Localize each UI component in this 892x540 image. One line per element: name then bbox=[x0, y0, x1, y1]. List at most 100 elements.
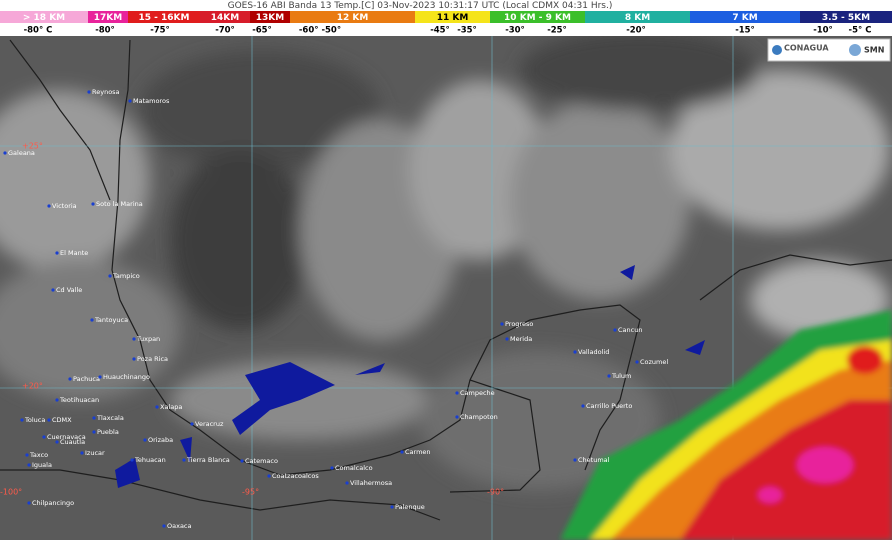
city-label: Cuernavaca bbox=[47, 433, 86, 441]
city-dot bbox=[87, 90, 91, 94]
city-label: Iguala bbox=[32, 461, 52, 469]
grid-label: -95° bbox=[242, 488, 259, 497]
city-dot bbox=[155, 405, 159, 409]
city-dot bbox=[607, 374, 611, 378]
temperature-label: -80° bbox=[95, 26, 115, 36]
legend-label: 11 KM bbox=[437, 13, 469, 23]
storm-system bbox=[560, 310, 892, 540]
city-label: Cozumel bbox=[640, 358, 668, 366]
color-legend: > 18 KM 17KM 15 - 16KM 14KM 13KM 12 KM 11 KM 10… bbox=[0, 11, 892, 36]
city-label: Chetumal bbox=[578, 456, 610, 464]
city-label: Campeche bbox=[460, 389, 495, 397]
city-dot bbox=[613, 328, 617, 332]
city-label: Toluca bbox=[24, 416, 45, 424]
city-label: El Mante bbox=[60, 249, 88, 257]
city-label: Tlaxcala bbox=[96, 414, 124, 422]
city-dot bbox=[182, 458, 186, 462]
city-dot bbox=[345, 481, 349, 485]
legend-label: 12 KM bbox=[337, 13, 369, 23]
temperature-label: -20° bbox=[626, 26, 646, 36]
legend-label: 15 - 16KM bbox=[139, 13, 190, 23]
grid-label: +25° bbox=[22, 142, 43, 151]
city-label: Oaxaca bbox=[167, 522, 192, 530]
legend-label: 14KM bbox=[211, 13, 239, 23]
city-label: Comalcalco bbox=[335, 464, 373, 472]
city-dot bbox=[400, 450, 404, 454]
city-dot bbox=[330, 466, 334, 470]
city-dot bbox=[390, 505, 394, 509]
city-label: Palenque bbox=[395, 503, 425, 511]
city-dot bbox=[132, 337, 136, 341]
city-dot bbox=[47, 418, 51, 422]
temperature-label: -70° bbox=[215, 26, 235, 36]
legend-swatch bbox=[585, 11, 690, 23]
legend-label: 8 KM bbox=[625, 13, 650, 23]
city-dot bbox=[455, 391, 459, 395]
city-label: Tuxpan bbox=[136, 335, 160, 343]
temperature-label: -65° bbox=[252, 26, 272, 36]
city-dot bbox=[42, 435, 46, 439]
logo-text: CONAGUA bbox=[784, 44, 829, 53]
city-dot bbox=[505, 337, 509, 341]
city-dot bbox=[635, 360, 639, 364]
city-dot bbox=[55, 251, 59, 255]
city-dot bbox=[240, 459, 244, 463]
city-label: Huauchinango bbox=[103, 373, 150, 381]
temperature-label: -35° bbox=[457, 26, 477, 36]
city-dot bbox=[128, 99, 132, 103]
city-label: Cuautla bbox=[60, 438, 85, 446]
legend-label: > 18 KM bbox=[23, 13, 65, 23]
temperature-label: -25° bbox=[547, 26, 567, 36]
city-label: Cd Valle bbox=[56, 286, 82, 294]
city-label: Pachuca bbox=[73, 375, 100, 383]
city-label: Coatzacoalcos bbox=[272, 472, 319, 480]
legend-swatch bbox=[128, 11, 200, 23]
city-label: Taxco bbox=[29, 451, 48, 459]
temperature-label: -30° bbox=[505, 26, 525, 36]
city-label: Izucar bbox=[85, 449, 105, 457]
city-dot bbox=[132, 357, 136, 361]
city-dot bbox=[500, 322, 504, 326]
city-dot bbox=[20, 418, 24, 422]
legend-label: 3.5 - 5KM bbox=[822, 13, 870, 23]
city-dot bbox=[51, 288, 55, 292]
title-bar: GOES-16 ABI Banda 13 Temp.[C] 03-Nov-202… bbox=[0, 0, 892, 36]
city-dot bbox=[55, 398, 59, 402]
legend-swatch bbox=[290, 11, 415, 23]
city-dot bbox=[27, 463, 31, 467]
city-dot bbox=[162, 524, 166, 528]
cold-cloud-tops bbox=[115, 265, 705, 488]
city-label: Champoton bbox=[460, 413, 498, 421]
city-dot bbox=[573, 350, 577, 354]
city-label: Tulum bbox=[611, 372, 631, 380]
city-dot bbox=[130, 458, 134, 462]
city-dot bbox=[91, 202, 95, 206]
city-dot bbox=[3, 151, 7, 155]
legend-label: 17KM bbox=[94, 13, 122, 23]
temperature-label: -15° bbox=[735, 26, 755, 36]
city-dot bbox=[27, 501, 31, 505]
city-dot bbox=[98, 375, 102, 379]
city-dot bbox=[267, 474, 271, 478]
city-label: Tierra Blanca bbox=[186, 456, 230, 464]
temperature-label: -60° -50° bbox=[299, 26, 341, 36]
city-label: Teotihuacan bbox=[59, 396, 99, 404]
legend-swatch bbox=[200, 11, 250, 23]
city-label: Tampico bbox=[112, 272, 140, 280]
coastlines bbox=[0, 39, 892, 521]
city-dot bbox=[108, 274, 112, 278]
grid-label: +20° bbox=[22, 382, 43, 391]
legend-label: 10 KM - 9 KM bbox=[504, 13, 571, 23]
city-label: Victoria bbox=[52, 202, 77, 210]
city-label: Xalapa bbox=[160, 403, 182, 411]
legend-swatch bbox=[250, 11, 290, 23]
city-dot bbox=[573, 458, 577, 462]
city-label: Tantoyuca bbox=[94, 316, 128, 324]
city-dot bbox=[47, 204, 51, 208]
city-label: Galeana bbox=[8, 149, 35, 157]
city-dot bbox=[92, 416, 96, 420]
city-label: Carrillo Puerto bbox=[586, 402, 632, 410]
city-label: Merida bbox=[510, 335, 532, 343]
city-dot bbox=[455, 415, 459, 419]
city-dot bbox=[55, 440, 59, 444]
